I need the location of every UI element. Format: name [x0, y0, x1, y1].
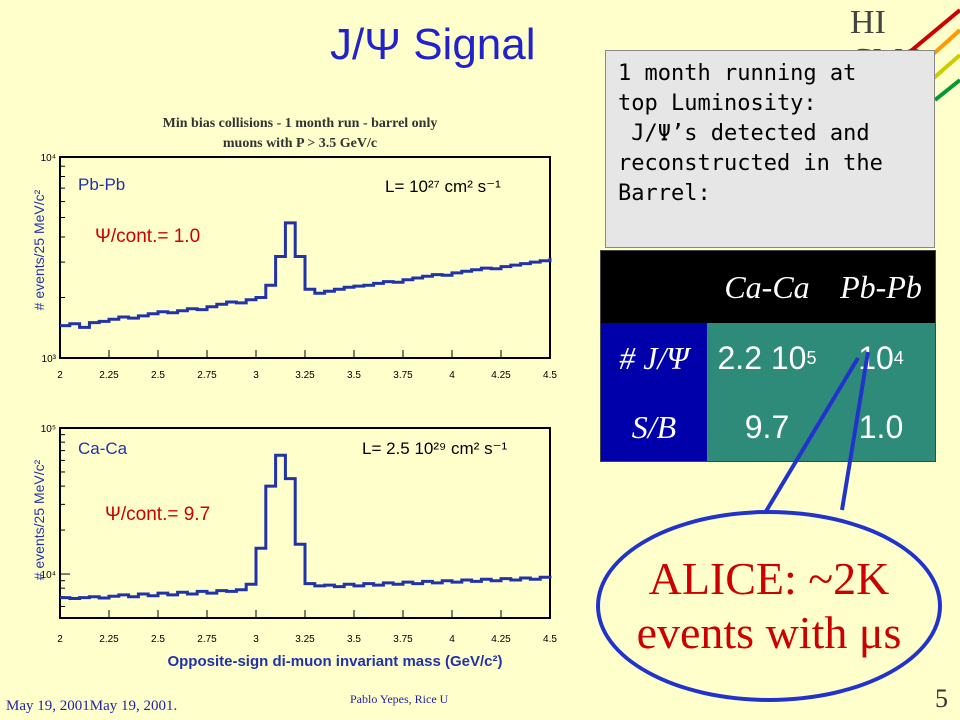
ca-ca-count-mantissa: 2.2 10 — [717, 339, 807, 376]
info-line: reconstructed in the — [618, 151, 883, 176]
callout-line2: events with μs — [636, 607, 902, 658]
luminosity-label: L= 10²⁷ cm² s⁻¹ — [385, 177, 501, 196]
footer-author: Pablo Yepes, Rice U — [350, 692, 449, 706]
table-header-pb-pb: Pb-Pb — [840, 268, 922, 305]
callout-text: ALICE: ~2K events with μs — [596, 552, 942, 660]
x-tick-label: 3.75 — [393, 370, 413, 381]
chart-title: Min bias collisions - 1 month run - barr… — [60, 114, 540, 154]
x-tick-label: 2 — [57, 634, 63, 645]
table-row-label-njpsi: # J/Ψ — [601, 323, 707, 393]
x-tick-label: 2.25 — [99, 370, 119, 381]
signal-ratio-label: Ψ/cont.= 9.7 — [105, 504, 210, 525]
histogram-series — [60, 453, 552, 600]
x-tick-label: 2.5 — [151, 370, 165, 381]
pb-pb-count-mantissa: 10 — [858, 339, 894, 376]
histogram-series — [60, 221, 552, 329]
x-tick-label: 3.5 — [347, 370, 361, 381]
x-tick-label: 4.5 — [543, 370, 557, 381]
system-label: Pb-Pb — [78, 175, 125, 194]
slide-title: J/Ψ Signal — [330, 20, 536, 69]
x-tick-label: 4.25 — [491, 370, 511, 381]
table-header-ca-ca: Ca-Ca — [724, 268, 810, 305]
x-tick-label: 3.5 — [347, 634, 361, 645]
info-line: 1 month running at — [618, 61, 857, 86]
x-tick-label: 2.25 — [99, 634, 119, 645]
y-axis-label: # events/25 MeV/c² — [31, 459, 47, 580]
pb-pb-count-exponent: 4 — [893, 347, 904, 368]
info-box: 1 month running at top Luminosity: J/Ψ’s… — [605, 50, 935, 248]
y-axis-label: # events/25 MeV/c² — [31, 189, 47, 310]
table-cell-pb-pb-count: 10 4 — [827, 323, 935, 393]
luminosity-label: L= 2.5 10²⁹ cm² s⁻¹ — [362, 439, 508, 458]
signal-ratio-label: Ψ/cont.= 1.0 — [95, 226, 200, 247]
x-tick-label: 4 — [449, 634, 455, 645]
x-tick-label: 3.25 — [295, 370, 315, 381]
x-tick-label: 2.5 — [151, 634, 165, 645]
x-tick-label: 4 — [449, 370, 455, 381]
ca-ca-count-exponent: 5 — [806, 347, 817, 368]
callout-bubble — [596, 510, 942, 702]
page-number: 5 — [935, 684, 948, 713]
table-cell-ca-ca-count: 2.2 10 5 — [707, 323, 827, 393]
x-tick-label: 4.25 — [491, 634, 511, 645]
y-tick-label: 10⁵ — [41, 424, 56, 435]
x-tick-label: 3 — [253, 370, 259, 381]
x-tick-label: 3 — [253, 634, 259, 645]
footer-date: May 19, 2001May 19, 2001. — [6, 698, 178, 714]
info-line: Barrel: — [618, 181, 711, 206]
y-tick-label: 10⁴ — [41, 570, 56, 581]
y-tick-label: 10⁴ — [41, 153, 56, 164]
x-tick-label: 3.75 — [393, 634, 413, 645]
x-tick-label: 2.75 — [197, 370, 217, 381]
table-cell-pb-pb-sb: 1.0 — [827, 393, 935, 461]
system-label: Ca-Ca — [78, 439, 128, 458]
chart-title-line1: Min bias collisions - 1 month run - barr… — [162, 116, 438, 131]
chart-title-line2: muons with P > 3.5 GeV/c — [222, 136, 378, 151]
x-tick-label: 2.75 — [197, 634, 217, 645]
x-tick-label: 3.25 — [295, 634, 315, 645]
callout-line1: ALICE: ~2K — [648, 553, 890, 604]
histogram-charts: 2 2.25 2.5 2.75 3 3.25 3.5 3.75 4 4.25 4.5 10³ 10⁴ Pb… — [31, 153, 557, 670]
table-row: S/B 9.7 1.0 — [601, 393, 935, 461]
table-header-blank — [601, 251, 707, 323]
table-header-row: Ca-Ca Pb-Pb — [601, 251, 935, 323]
table-cell-ca-ca-sb: 9.7 — [707, 393, 827, 461]
results-table: Ca-Ca Pb-Pb # J/Ψ 2.2 10 5 10 4 S/B 9.7 1.… — [600, 250, 936, 462]
x-tick-label: 4.5 — [543, 634, 557, 645]
y-tick-label: 10³ — [42, 354, 57, 365]
info-line: J/Ψ’s detected and — [618, 121, 870, 146]
table-row: # J/Ψ 2.2 10 5 10 4 — [601, 323, 935, 393]
x-axis-label: Opposite-sign di-muon invariant mass (Ge… — [167, 653, 502, 670]
info-line: top Luminosity: — [618, 91, 817, 116]
x-tick-label: 2 — [57, 370, 63, 381]
table-row-label-sb: S/B — [601, 393, 707, 461]
